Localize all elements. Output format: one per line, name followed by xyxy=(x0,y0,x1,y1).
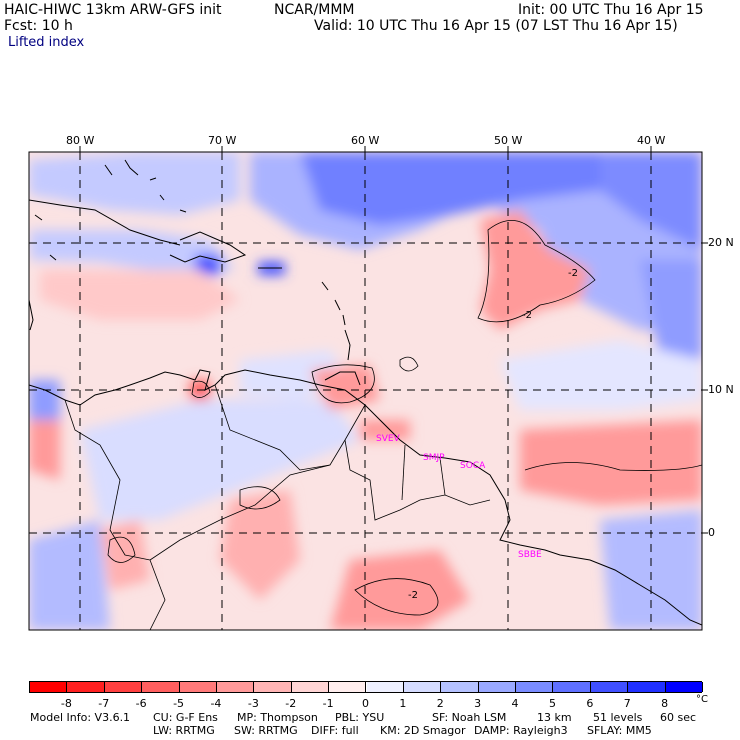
colorbar-tick-label: -6 xyxy=(135,697,147,710)
station-label: SMJP xyxy=(423,453,445,463)
colorbar-tick-label: 4 xyxy=(511,697,519,710)
colorbar-tick-label: 0 xyxy=(362,697,369,710)
colorbar-segment xyxy=(590,682,629,692)
colorbar-tick-label: -7 xyxy=(98,697,110,710)
colorbar-segment xyxy=(329,682,367,692)
station-label: SBBE xyxy=(518,550,542,560)
colorbar-segment xyxy=(104,682,143,692)
coastlines xyxy=(29,199,702,626)
colorbar-segment xyxy=(254,682,292,692)
resolution: 13 km xyxy=(537,711,572,724)
colorbar-segment xyxy=(478,682,517,692)
lon-label: 50 W xyxy=(494,134,523,147)
colorbar-tick-label: 5 xyxy=(548,697,556,710)
colorbar-tick-label: 6 xyxy=(586,697,594,710)
model-info: Model Info: V3.6.1 xyxy=(30,711,131,724)
colorbar-segment xyxy=(516,682,554,692)
sf-scheme: SF: Noah LSM xyxy=(432,711,507,724)
station-label: SOCA xyxy=(460,461,486,471)
colorbar-tick-label: -3 xyxy=(247,697,259,710)
levels: 51 levels xyxy=(593,711,643,724)
colorbar-segment xyxy=(179,682,217,692)
contour-label: -2 xyxy=(408,590,418,601)
colorbar-segment xyxy=(628,682,666,692)
init-time: Init: 00 UTC Thu 16 Apr 15 xyxy=(518,2,704,18)
diff-scheme: DIFF: full xyxy=(311,724,359,737)
colorbar-segment xyxy=(291,682,330,692)
pbl-scheme: PBL: YSU xyxy=(335,711,385,724)
colorbar-tick-label: -1 xyxy=(322,697,334,710)
colorbar-tick-label: 3 xyxy=(474,697,482,710)
lat-label: 10 N xyxy=(708,383,734,396)
colorbar-tick-label: 2 xyxy=(436,697,444,710)
station-label: SVEV xyxy=(376,434,401,444)
country-borders xyxy=(64,384,491,630)
lon-label: 60 W xyxy=(351,134,380,147)
colorbar-segment xyxy=(665,682,703,692)
contour-lines xyxy=(107,220,702,616)
colorbar-tick-label: -2 xyxy=(285,697,297,710)
km-scheme: KM: 2D Smagor xyxy=(380,724,466,737)
mp-scheme: MP: Thompson xyxy=(237,711,318,724)
lon-label: 40 W xyxy=(637,134,666,147)
damp-scheme: DAMP: Rayleigh3 xyxy=(474,724,568,737)
colorbar-tick-label: -8 xyxy=(60,697,72,710)
field-name: Lifted index xyxy=(8,35,85,50)
lat-lon-grid xyxy=(29,152,702,630)
sw-scheme: SW: RRTMG xyxy=(234,724,298,737)
colorbar xyxy=(29,681,703,693)
timestep: 60 sec xyxy=(660,711,697,724)
contour-label: -2 xyxy=(522,310,532,321)
colorbar-segment xyxy=(403,682,442,692)
colorbar-segment xyxy=(216,682,255,692)
lon-label: 70 W xyxy=(208,134,237,147)
forecast-hour: Fcst: 10 h xyxy=(4,18,73,34)
colorbar-unit: °C xyxy=(696,694,708,705)
lifted-index-field: -2 -2 -2 SVEV SMJP SOCA SBBE xyxy=(29,152,702,630)
colorbar-tick-label: 7 xyxy=(623,697,631,710)
colorbar-segment xyxy=(30,682,68,692)
islands xyxy=(34,159,346,326)
cu-scheme: CU: G-F Ens xyxy=(153,711,218,724)
valid-time: Valid: 10 UTC Thu 16 Apr 15 (07 LST Thu … xyxy=(314,18,678,34)
sflay-scheme: SFLAY: MM5 xyxy=(587,724,652,737)
colorbar-tick-label: 1 xyxy=(399,697,407,710)
lat-label: 0 xyxy=(708,526,715,539)
colorbar-segment xyxy=(441,682,479,692)
colorbar-tick-label: -4 xyxy=(210,697,222,710)
model-title: HAIC-HIWC 13km ARW-GFS init xyxy=(4,2,222,18)
colorbar-segment xyxy=(553,682,591,692)
lat-label: 20 N xyxy=(708,236,734,249)
lw-scheme: LW: RRTMG xyxy=(153,724,215,737)
colorbar-segment xyxy=(366,682,404,692)
colorbar-segment xyxy=(67,682,105,692)
lon-label: 80 W xyxy=(66,134,95,147)
colorbar-segment xyxy=(142,682,180,692)
colorbar-tick-label: 8 xyxy=(661,697,669,710)
org-label: NCAR/MMM xyxy=(274,2,355,18)
contour-label: -2 xyxy=(568,268,578,279)
colorbar-tick-label: -5 xyxy=(173,697,185,710)
